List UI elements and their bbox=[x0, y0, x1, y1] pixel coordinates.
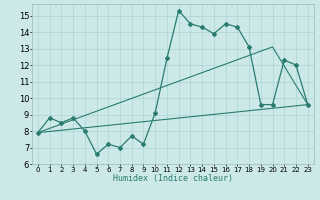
X-axis label: Humidex (Indice chaleur): Humidex (Indice chaleur) bbox=[113, 174, 233, 183]
